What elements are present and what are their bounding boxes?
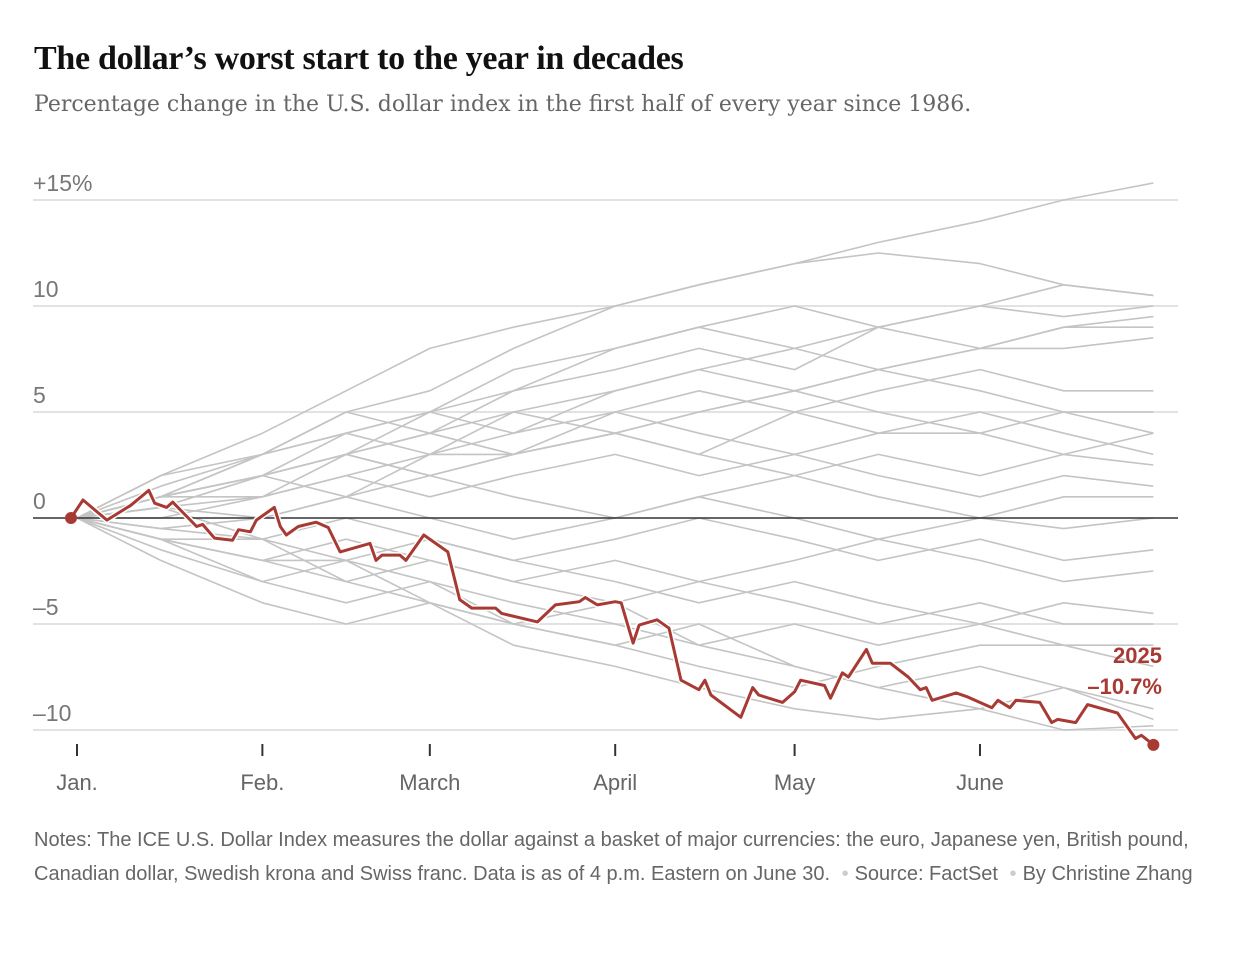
end-point bbox=[1147, 738, 1160, 751]
x-tick-label: April bbox=[593, 770, 637, 795]
x-tick-label: May bbox=[774, 770, 816, 795]
other-year-line bbox=[76, 517, 1154, 562]
notes: Notes: The ICE U.S. Dollar Index measure… bbox=[34, 823, 1214, 891]
other-years-lines bbox=[76, 182, 1154, 731]
start-point bbox=[65, 512, 78, 524]
notes-text: Notes: The ICE U.S. Dollar Index measure… bbox=[34, 829, 1189, 885]
y-tick-label: –5 bbox=[33, 594, 59, 620]
other-year-line bbox=[76, 252, 1154, 519]
separator-dot: • bbox=[841, 863, 849, 885]
byline: By Christine Zhang bbox=[1022, 863, 1193, 885]
chart-title: The dollar’s worst start to the year in … bbox=[34, 40, 684, 77]
other-year-line bbox=[76, 368, 1154, 519]
other-year-line bbox=[76, 517, 1154, 721]
x-tick-label: Feb. bbox=[240, 770, 284, 795]
y-tick-label: 0 bbox=[33, 488, 46, 514]
x-tick-label: Jan. bbox=[56, 770, 98, 795]
highlight-2025 bbox=[65, 487, 1160, 751]
other-year-line bbox=[76, 432, 1154, 519]
other-year-line bbox=[77, 453, 1154, 519]
other-year-line bbox=[76, 326, 1154, 519]
x-tick-label: March bbox=[399, 770, 460, 795]
other-year-line bbox=[76, 337, 1154, 519]
highlight-year-label: 2025 bbox=[1113, 643, 1162, 668]
y-tick-label: 10 bbox=[33, 276, 59, 302]
x-axis: Jan. Feb. March April May June bbox=[56, 744, 1004, 795]
separator-dot: • bbox=[1009, 863, 1017, 885]
x-tick-label: June bbox=[956, 770, 1004, 795]
chart-subtitle: Percentage change in the U.S. dollar ind… bbox=[34, 92, 972, 117]
y-tick-label: +15% bbox=[33, 170, 92, 196]
highlight-value-label: –10.7% bbox=[1087, 674, 1162, 699]
source: Source: FactSet bbox=[854, 863, 998, 885]
y-tick-label: 5 bbox=[33, 382, 46, 408]
other-year-line bbox=[76, 506, 1154, 731]
y-tick-label: –10 bbox=[33, 700, 71, 726]
other-year-line bbox=[76, 182, 1154, 519]
other-year-line bbox=[76, 517, 1154, 721]
y-axis-labels: +15% 10 5 0 –5 –10 bbox=[33, 170, 92, 726]
other-year-line bbox=[76, 283, 1154, 519]
highlight-line bbox=[69, 488, 1155, 746]
gridlines bbox=[33, 199, 1178, 731]
